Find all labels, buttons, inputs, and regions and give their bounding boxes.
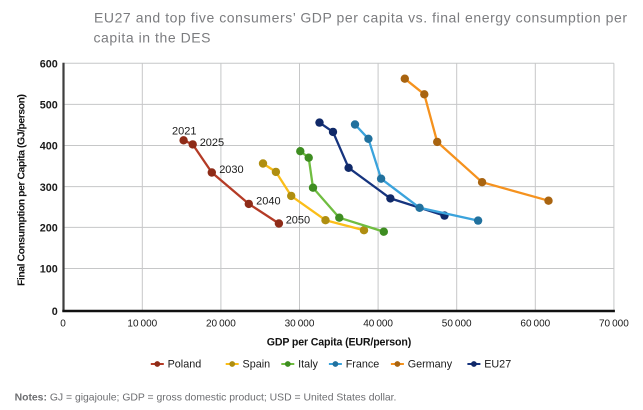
svg-text:70 000: 70 000 [599,318,629,329]
svg-text:EU27: EU27 [484,359,511,371]
svg-text:2025: 2025 [200,137,224,149]
svg-text:20 000: 20 000 [206,318,236,329]
svg-text:300: 300 [40,182,58,194]
svg-text:EU27 and top five consumers’ G: EU27 and top five consumers’ GDP per cap… [94,9,627,25]
svg-text:60 000: 60 000 [520,318,550,329]
svg-text:2021: 2021 [172,125,196,137]
svg-text:0: 0 [60,318,66,329]
svg-text:Italy: Italy [298,359,318,371]
svg-text:200: 200 [40,223,58,235]
svg-text:Germany: Germany [408,359,453,371]
svg-text:capita in the DES: capita in the DES [94,29,211,45]
svg-text:40 000: 40 000 [363,318,393,329]
svg-text:500: 500 [40,100,58,112]
svg-text:2050: 2050 [286,215,310,227]
svg-text:Notes: GJ = gigajoule; GDP = g: Notes: GJ = gigajoule; GDP = gross domes… [15,392,397,403]
svg-text:10 000: 10 000 [127,318,157,329]
svg-text:Final Consumption per Capita (: Final Consumption per Capita (GJ/person) [16,94,27,286]
svg-text:GDP per Capita (EUR/person): GDP per Capita (EUR/person) [267,336,412,348]
svg-text:600: 600 [40,59,58,71]
svg-text:30 000: 30 000 [285,318,315,329]
svg-text:0: 0 [52,306,58,318]
svg-text:2030: 2030 [219,164,243,176]
svg-text:Poland: Poland [168,359,202,371]
svg-text:50 000: 50 000 [442,318,472,329]
svg-text:Spain: Spain [243,359,271,371]
svg-text:100: 100 [40,264,58,276]
svg-text:400: 400 [40,141,58,153]
svg-text:2040: 2040 [256,195,280,207]
svg-text:France: France [346,359,380,371]
